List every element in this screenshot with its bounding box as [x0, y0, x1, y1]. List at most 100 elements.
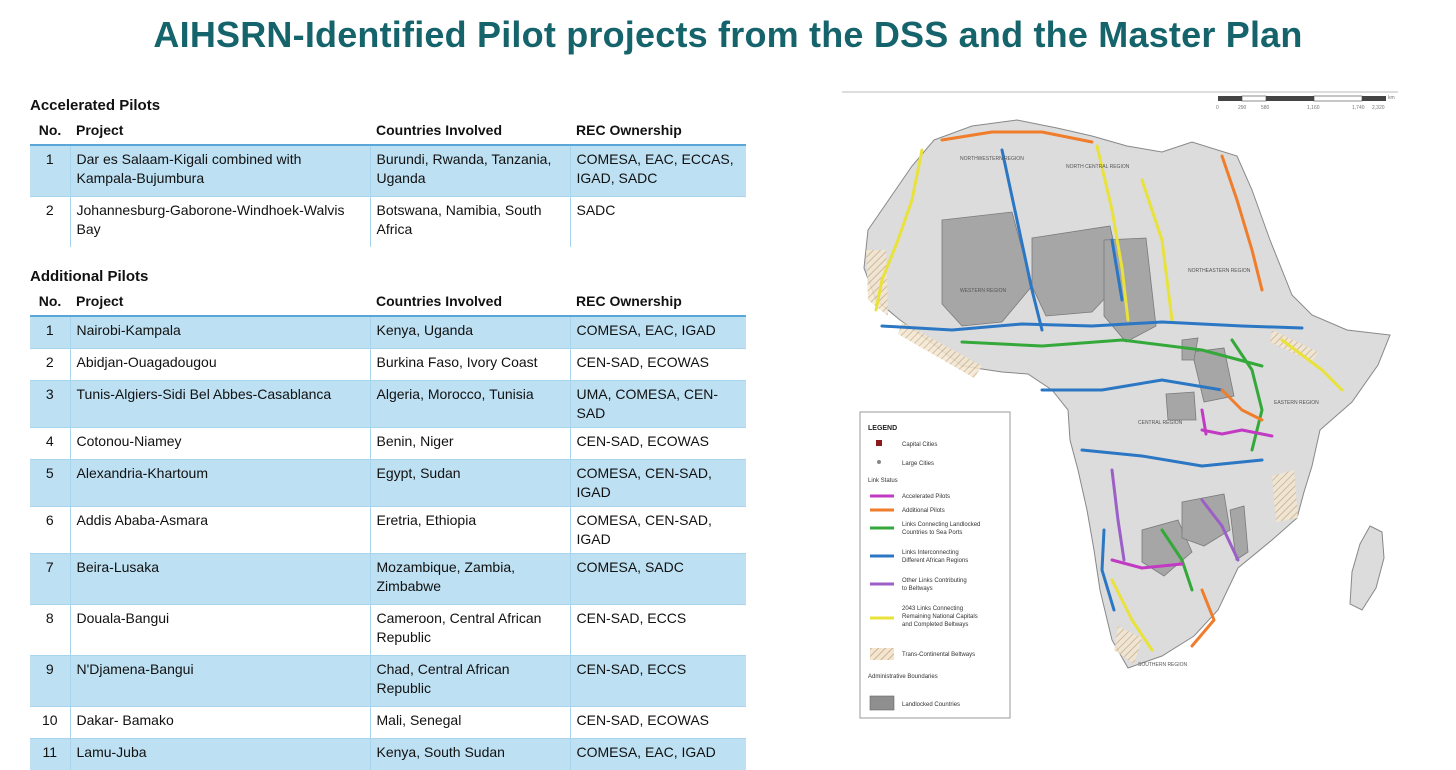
row-rec: COMESA, CEN-SAD, IGAD: [570, 507, 746, 554]
row-project: Addis Ababa-Asmara: [70, 507, 370, 554]
scale-tick: 290: [1238, 105, 1247, 111]
region-label: NORTHWESTERN REGION: [960, 156, 1024, 162]
row-countries: Kenya, South Sudan: [370, 739, 570, 770]
region-label: WESTERN REGION: [960, 288, 1007, 294]
col-header-rec: REC Ownership: [570, 287, 746, 316]
row-countries: Burkina Faso, Ivory Coast: [370, 349, 570, 381]
row-no: 1: [30, 316, 70, 349]
madagascar-shape: [1350, 526, 1384, 610]
col-header-project: Project: [70, 116, 370, 145]
row-no: 9: [30, 656, 70, 707]
row-project: Douala-Bangui: [70, 605, 370, 656]
table-row: 5 Alexandria-Khartoum Egypt, Sudan COMES…: [30, 460, 746, 507]
col-header-no: No.: [30, 287, 70, 316]
legend-item-label: Other Links Contributing: [902, 578, 967, 584]
row-countries: Cameroon, Central African Republic: [370, 605, 570, 656]
legend-item-label: to Beltways: [902, 586, 933, 592]
scale-unit: km: [1388, 95, 1395, 101]
row-rec: COMESA, EAC, IGAD: [570, 739, 746, 770]
additional-table: No. Project Countries Involved REC Owner…: [30, 287, 746, 770]
table-row: 10 Dakar- Bamako Mali, Senegal CEN-SAD, …: [30, 707, 746, 739]
row-no: 8: [30, 605, 70, 656]
legend-capital: Capital Cities: [902, 442, 937, 448]
capital-city-icon: [876, 440, 882, 446]
row-countries: Mali, Senegal: [370, 707, 570, 739]
row-rec: CEN-SAD, ECCS: [570, 656, 746, 707]
col-header-rec: REC Ownership: [570, 116, 746, 145]
africa-network-map: 0 290 580 1,160 1,740 2,320 km: [842, 90, 1398, 726]
row-rec: CEN-SAD, ECOWAS: [570, 428, 746, 460]
africa-map-svg: 0 290 580 1,160 1,740 2,320 km: [842, 90, 1398, 726]
row-countries: Burundi, Rwanda, Tanzania, Uganda: [370, 145, 570, 197]
row-rec: CEN-SAD, ECCS: [570, 605, 746, 656]
scale-tick: 580: [1261, 105, 1270, 111]
map-legend: LEGEND Capital Cities Large Cities Link …: [860, 412, 1010, 718]
legend-item-label: Links Interconnecting: [902, 550, 959, 556]
row-rec: SADC: [570, 197, 746, 248]
region-label: EASTERN REGION: [1274, 400, 1319, 406]
legend-landlocked: Landlocked Countries: [902, 702, 960, 708]
legend-beltways: Trans-Continental Beltways: [902, 652, 975, 658]
legend-item-label: Links Connecting Landlocked: [902, 522, 980, 528]
legend-item-label: 2043 Links Connecting: [902, 606, 963, 612]
row-project: Beira-Lusaka: [70, 554, 370, 605]
legend-item-label: Accelerated Pilots: [902, 494, 950, 500]
pilot-tables: Accelerated Pilots No. Project Countries…: [30, 96, 746, 770]
legend-swatch-landlocked: [870, 696, 894, 710]
row-no: 3: [30, 381, 70, 428]
region-label: CENTRAL REGION: [1138, 420, 1183, 426]
col-header-countries: Countries Involved: [370, 287, 570, 316]
row-countries: Egypt, Sudan: [370, 460, 570, 507]
row-no: 1: [30, 145, 70, 197]
accelerated-table: No. Project Countries Involved REC Owner…: [30, 116, 746, 247]
region-label: SOUTHERN REGION: [1138, 662, 1188, 668]
page-title: AIHSRN-Identified Pilot projects from th…: [0, 14, 1456, 56]
table-row: 4 Cotonou-Niamey Benin, Niger CEN-SAD, E…: [30, 428, 746, 460]
table-row: 1 Dar es Salaam-Kigali combined with Kam…: [30, 145, 746, 197]
additional-heading: Additional Pilots: [30, 267, 746, 287]
row-project: Alexandria-Khartoum: [70, 460, 370, 507]
col-header-project: Project: [70, 287, 370, 316]
row-no: 6: [30, 507, 70, 554]
row-no: 4: [30, 428, 70, 460]
row-countries: Botswana, Namibia, South Africa: [370, 197, 570, 248]
region-label: NORTH CENTRAL REGION: [1066, 164, 1130, 170]
table-row: 11 Lamu-Juba Kenya, South Sudan COMESA, …: [30, 739, 746, 770]
table-row: 1 Nairobi-Kampala Kenya, Uganda COMESA, …: [30, 316, 746, 349]
row-countries: Kenya, Uganda: [370, 316, 570, 349]
row-project: Johannesburg-Gaborone-Windhoek-Walvis Ba…: [70, 197, 370, 248]
col-header-countries: Countries Involved: [370, 116, 570, 145]
table-row: 2 Abidjan-Ouagadougou Burkina Faso, Ivor…: [30, 349, 746, 381]
legend-item-label: and Completed Beltways: [902, 622, 968, 628]
row-project: Cotonou-Niamey: [70, 428, 370, 460]
row-project: Abidjan-Ouagadougou: [70, 349, 370, 381]
row-project: Lamu-Juba: [70, 739, 370, 770]
scale-tick: 2,320: [1372, 105, 1385, 111]
accelerated-heading: Accelerated Pilots: [30, 96, 746, 116]
region-label: NORTHEASTERN REGION: [1188, 268, 1251, 274]
legend-title: LEGEND: [868, 425, 897, 432]
row-project: Dar es Salaam-Kigali combined with Kampa…: [70, 145, 370, 197]
row-project: Tunis-Algiers-Sidi Bel Abbes-Casablanca: [70, 381, 370, 428]
row-rec: CEN-SAD, ECOWAS: [570, 349, 746, 381]
col-header-no: No.: [30, 116, 70, 145]
row-no: 5: [30, 460, 70, 507]
row-rec: COMESA, SADC: [570, 554, 746, 605]
table-row: 7 Beira-Lusaka Mozambique, Zambia, Zimba…: [30, 554, 746, 605]
row-countries: Mozambique, Zambia, Zimbabwe: [370, 554, 570, 605]
scale-tick: 1,740: [1352, 105, 1365, 111]
legend-item-label: Different African Regions: [902, 558, 968, 564]
scale-tick: 0: [1216, 105, 1219, 111]
scale-tick: 1,160: [1307, 105, 1320, 111]
row-no: 11: [30, 739, 70, 770]
row-no: 7: [30, 554, 70, 605]
row-no: 10: [30, 707, 70, 739]
table-row: 2 Johannesburg-Gaborone-Windhoek-Walvis …: [30, 197, 746, 248]
row-rec: COMESA, CEN-SAD, IGAD: [570, 460, 746, 507]
large-city-icon: [877, 460, 881, 464]
table-row: 9 N'Djamena-Bangui Chad, Central African…: [30, 656, 746, 707]
table-row: 3 Tunis-Algiers-Sidi Bel Abbes-Casablanc…: [30, 381, 746, 428]
row-project: Dakar- Bamako: [70, 707, 370, 739]
row-rec: COMESA, EAC, ECCAS, IGAD, SADC: [570, 145, 746, 197]
row-no: 2: [30, 349, 70, 381]
